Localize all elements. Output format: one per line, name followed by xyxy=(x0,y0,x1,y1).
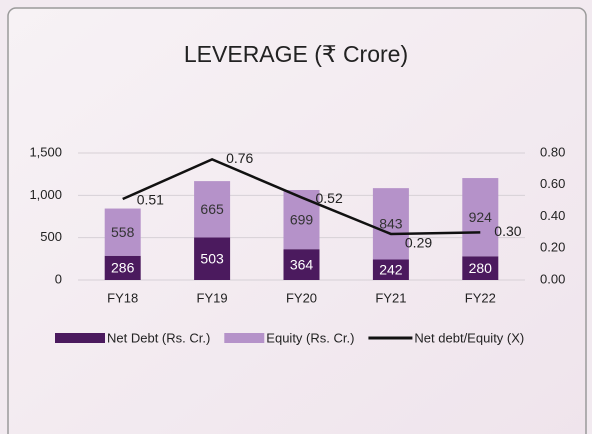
chart-title: LEVERAGE (₹ Crore) xyxy=(184,41,408,67)
data-label: 665 xyxy=(200,201,224,217)
x-tick-label: FY19 xyxy=(197,290,228,305)
bar-segment xyxy=(283,249,320,280)
line-label: 0.30 xyxy=(494,223,521,239)
data-label: 558 xyxy=(111,224,135,240)
x-tick-label: FY18 xyxy=(107,290,138,305)
data-label: 364 xyxy=(290,256,314,272)
x-tick-label: FY21 xyxy=(375,290,406,305)
data-label: 242 xyxy=(379,261,403,277)
y2-tick-label: 0.60 xyxy=(540,176,565,191)
data-label: 924 xyxy=(469,209,493,225)
y-tick-label: 1,500 xyxy=(29,144,62,159)
y2-tick-label: 0.20 xyxy=(540,240,565,255)
x-tick-label: FY22 xyxy=(465,290,496,305)
legend-swatch xyxy=(224,333,265,343)
line-label: 0.51 xyxy=(137,192,164,208)
y2-tick-label: 0.00 xyxy=(540,271,565,286)
line-label: 0.76 xyxy=(226,150,253,166)
legend-swatch xyxy=(55,333,105,343)
x-tick-label: FY20 xyxy=(286,290,317,305)
bar-segment xyxy=(372,188,409,260)
y2-tick-label: 0.80 xyxy=(540,144,565,159)
data-label: 843 xyxy=(379,216,403,232)
bar-segment xyxy=(194,237,231,280)
bar-segment xyxy=(462,178,499,257)
bar-segment xyxy=(462,256,499,280)
y-tick-label: 1,000 xyxy=(29,187,62,202)
bar-segment xyxy=(372,259,409,280)
legend-label: Net debt/Equity (X) xyxy=(414,330,524,345)
data-label: 699 xyxy=(290,211,314,227)
bar-segment xyxy=(104,255,141,280)
y-tick-label: 0 xyxy=(55,271,62,286)
line xyxy=(122,157,481,236)
bar-segment xyxy=(104,208,141,256)
line-label: 0.52 xyxy=(316,190,343,206)
data-label: 503 xyxy=(200,250,224,266)
y-tick-label: 500 xyxy=(40,229,62,244)
line-label: 0.29 xyxy=(405,235,432,251)
data-label: 280 xyxy=(469,260,493,276)
legend-label: Equity (Rs. Cr.) xyxy=(266,330,354,345)
legend-label: Net Debt (Rs. Cr.) xyxy=(107,330,210,345)
data-label: 286 xyxy=(111,260,135,276)
bar-segment xyxy=(194,181,231,238)
bar-segment xyxy=(283,189,320,250)
y2-tick-label: 0.40 xyxy=(540,208,565,223)
